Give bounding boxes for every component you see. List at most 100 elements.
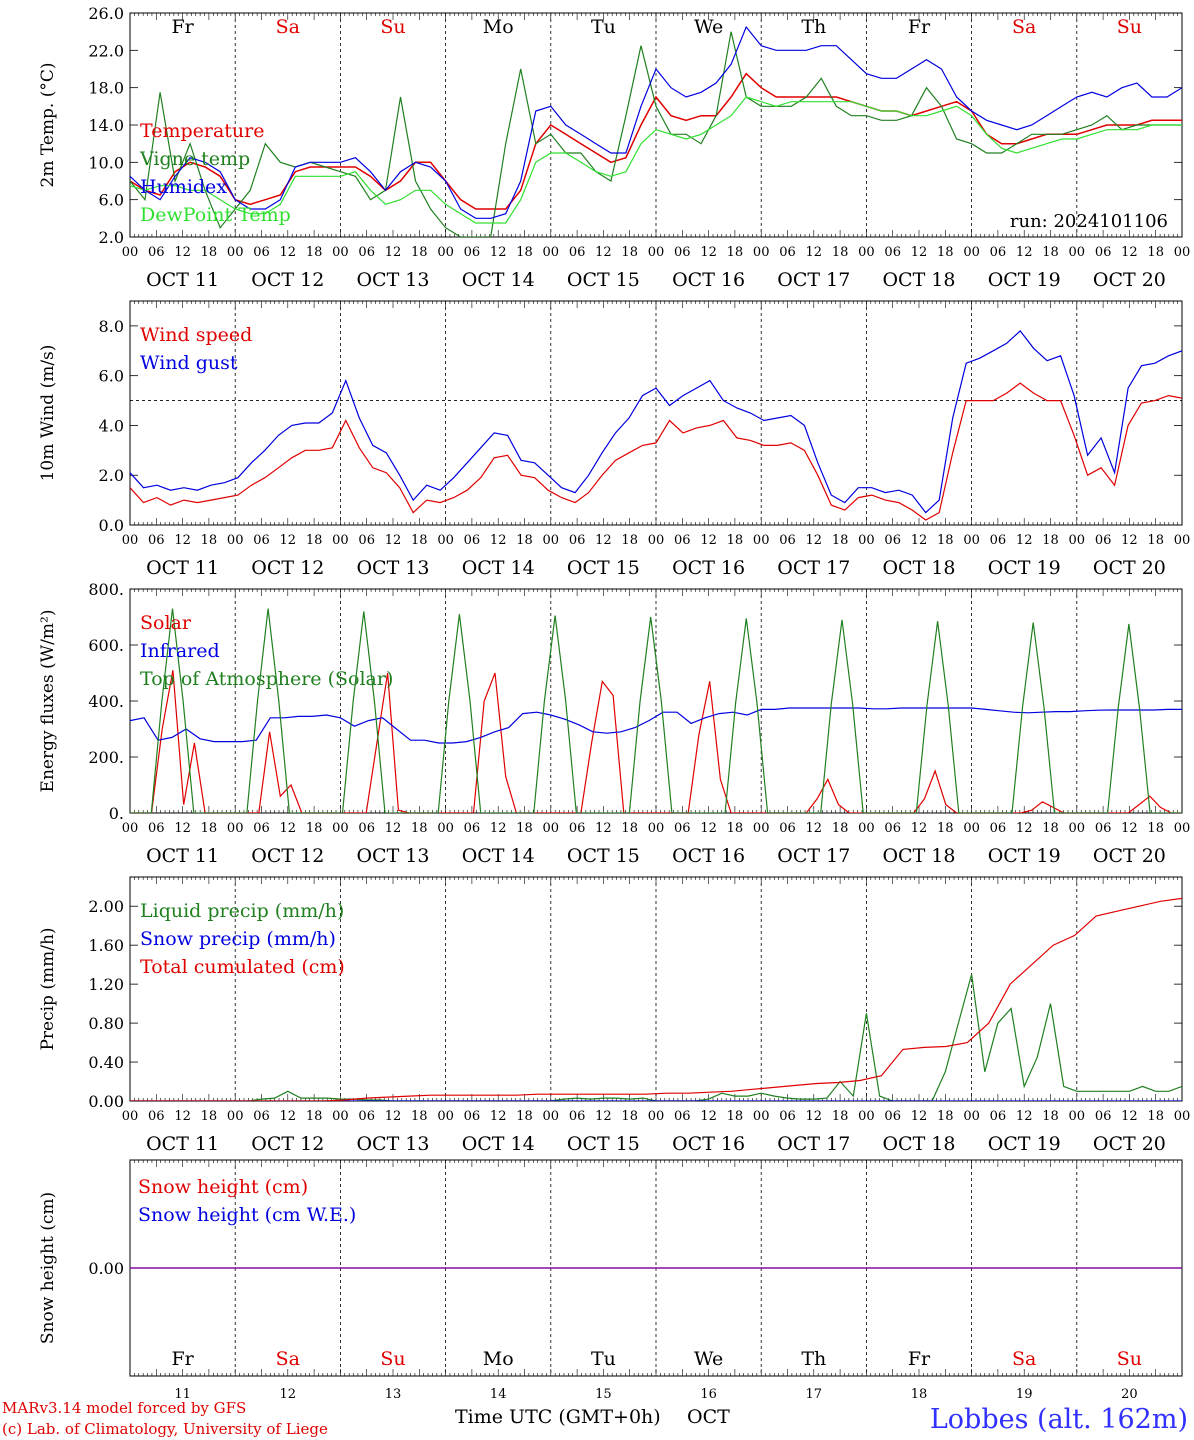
hour-label: 00 [1174,533,1191,548]
hour-label: 06 [253,533,270,548]
hour-label: 12 [806,821,823,836]
day-number: 17 [806,1387,823,1402]
legend-entry: Temperature [140,120,264,142]
hour-label: 00 [332,1109,349,1124]
hour-label: 18 [411,245,428,260]
hour-label: 06 [674,245,691,260]
date-label: OCT 14 [462,269,535,291]
legend-entry: Total cumulated (cm) [140,956,345,978]
hour-label: 12 [174,245,191,260]
hour-label: 12 [490,533,507,548]
series-line-3 [130,897,1182,1101]
date-label: OCT 13 [356,557,429,579]
hour-label: 06 [1095,1109,1112,1124]
hour-label: 00 [753,1109,770,1124]
hour-label: 12 [700,1109,717,1124]
hour-label: 12 [1121,533,1138,548]
hour-label: 12 [911,533,928,548]
date-label: OCT 12 [251,1133,324,1155]
hour-label: 12 [911,245,928,260]
hour-label: 00 [227,821,244,836]
hour-label: 00 [1069,245,1086,260]
hour-label: 00 [963,1109,980,1124]
date-label: OCT 11 [146,845,219,867]
hour-label: 18 [727,245,744,260]
hour-label: 12 [490,1109,507,1124]
hour-label: 12 [1121,1109,1138,1124]
hour-label: 12 [700,533,717,548]
hour-label: 12 [490,821,507,836]
legend-entry: Snow height (cm W.E.) [138,1204,356,1226]
date-label: OCT 12 [251,269,324,291]
hour-label: 06 [569,821,586,836]
series-line-3 [130,25,1182,219]
lab-credit: (c) Lab. of Climatology, University of L… [2,1420,328,1438]
hour-label: 00 [753,821,770,836]
hour-label: 12 [385,245,402,260]
weekday-label: We [694,1348,723,1370]
hour-label: 18 [306,1109,323,1124]
panel-5: 0.00 Snow height (cm) Snow height (cm) Snow… [38,1159,1183,1402]
date-label: OCT 12 [251,557,324,579]
hour-label: 06 [358,1109,375,1124]
hour-label: 12 [280,245,297,260]
hour-label: 12 [1121,245,1138,260]
hour-label: 18 [1042,245,1059,260]
weekday-label: Fr [171,1348,194,1370]
hour-label: 00 [543,245,560,260]
legend-entry: Snow height (cm) [138,1176,308,1198]
hour-label: 12 [174,533,191,548]
hour-label: 06 [253,821,270,836]
date-label: OCT 19 [988,845,1061,867]
date-label: OCT 11 [146,269,219,291]
weekday-label: Sa [276,16,300,38]
hour-label: 06 [358,533,375,548]
y-tick-label: 1.20 [88,975,124,994]
hour-label: 12 [490,245,507,260]
hour-label: 00 [543,1109,560,1124]
date-label: OCT 17 [777,845,850,867]
date-label: OCT 18 [882,845,955,867]
y-tick-label: 0.0 [99,516,124,535]
date-label: OCT 15 [567,557,640,579]
y-tick-label: 0.40 [88,1053,124,1072]
hour-label: 00 [858,1109,875,1124]
hour-label: 00 [1069,533,1086,548]
hour-label: 18 [306,533,323,548]
hour-label: 00 [332,245,349,260]
hour-label: 06 [674,533,691,548]
run-annotation: run: 2024101106 [1010,211,1168,232]
hour-label: 12 [700,821,717,836]
hour-label: 06 [253,1109,270,1124]
hour-label: 12 [911,1109,928,1124]
y-tick-label: 200. [88,748,124,767]
hour-label: 18 [516,821,533,836]
hour-label: 18 [1147,245,1164,260]
x-axis-label: Time UTC (GMT+0h) [455,1406,661,1428]
hour-label: 06 [990,1109,1007,1124]
hour-label: 12 [1016,245,1033,260]
weekday-label: Tu [591,1348,616,1370]
hour-label: 00 [858,533,875,548]
hour-label: 18 [937,533,954,548]
panel-4: 0.00 0.40 0.80 1.20 1.60 2.00 Precip (mm/h) Liq… [38,876,1190,1155]
hour-label: 18 [411,533,428,548]
y-tick-label: 2.00 [88,897,124,916]
series-line-4 [130,96,1182,224]
date-label: OCT 13 [356,269,429,291]
hour-label: 06 [779,1109,796,1124]
y-axis-label: Energy fluxes (W/m²) [38,610,58,793]
hour-label: 12 [595,533,612,548]
hour-label: 12 [806,1109,823,1124]
hour-label: 00 [543,533,560,548]
y-tick-label: 0. [109,804,124,823]
date-label: OCT 13 [356,1133,429,1155]
plot-frame [129,300,1183,526]
legend-entry: Vigne temp [139,148,250,170]
hour-label: 00 [227,1109,244,1124]
hour-label: 18 [1042,821,1059,836]
y-tick-label: 0.00 [88,1259,124,1278]
date-label: OCT 18 [882,557,955,579]
hour-label: 06 [674,821,691,836]
